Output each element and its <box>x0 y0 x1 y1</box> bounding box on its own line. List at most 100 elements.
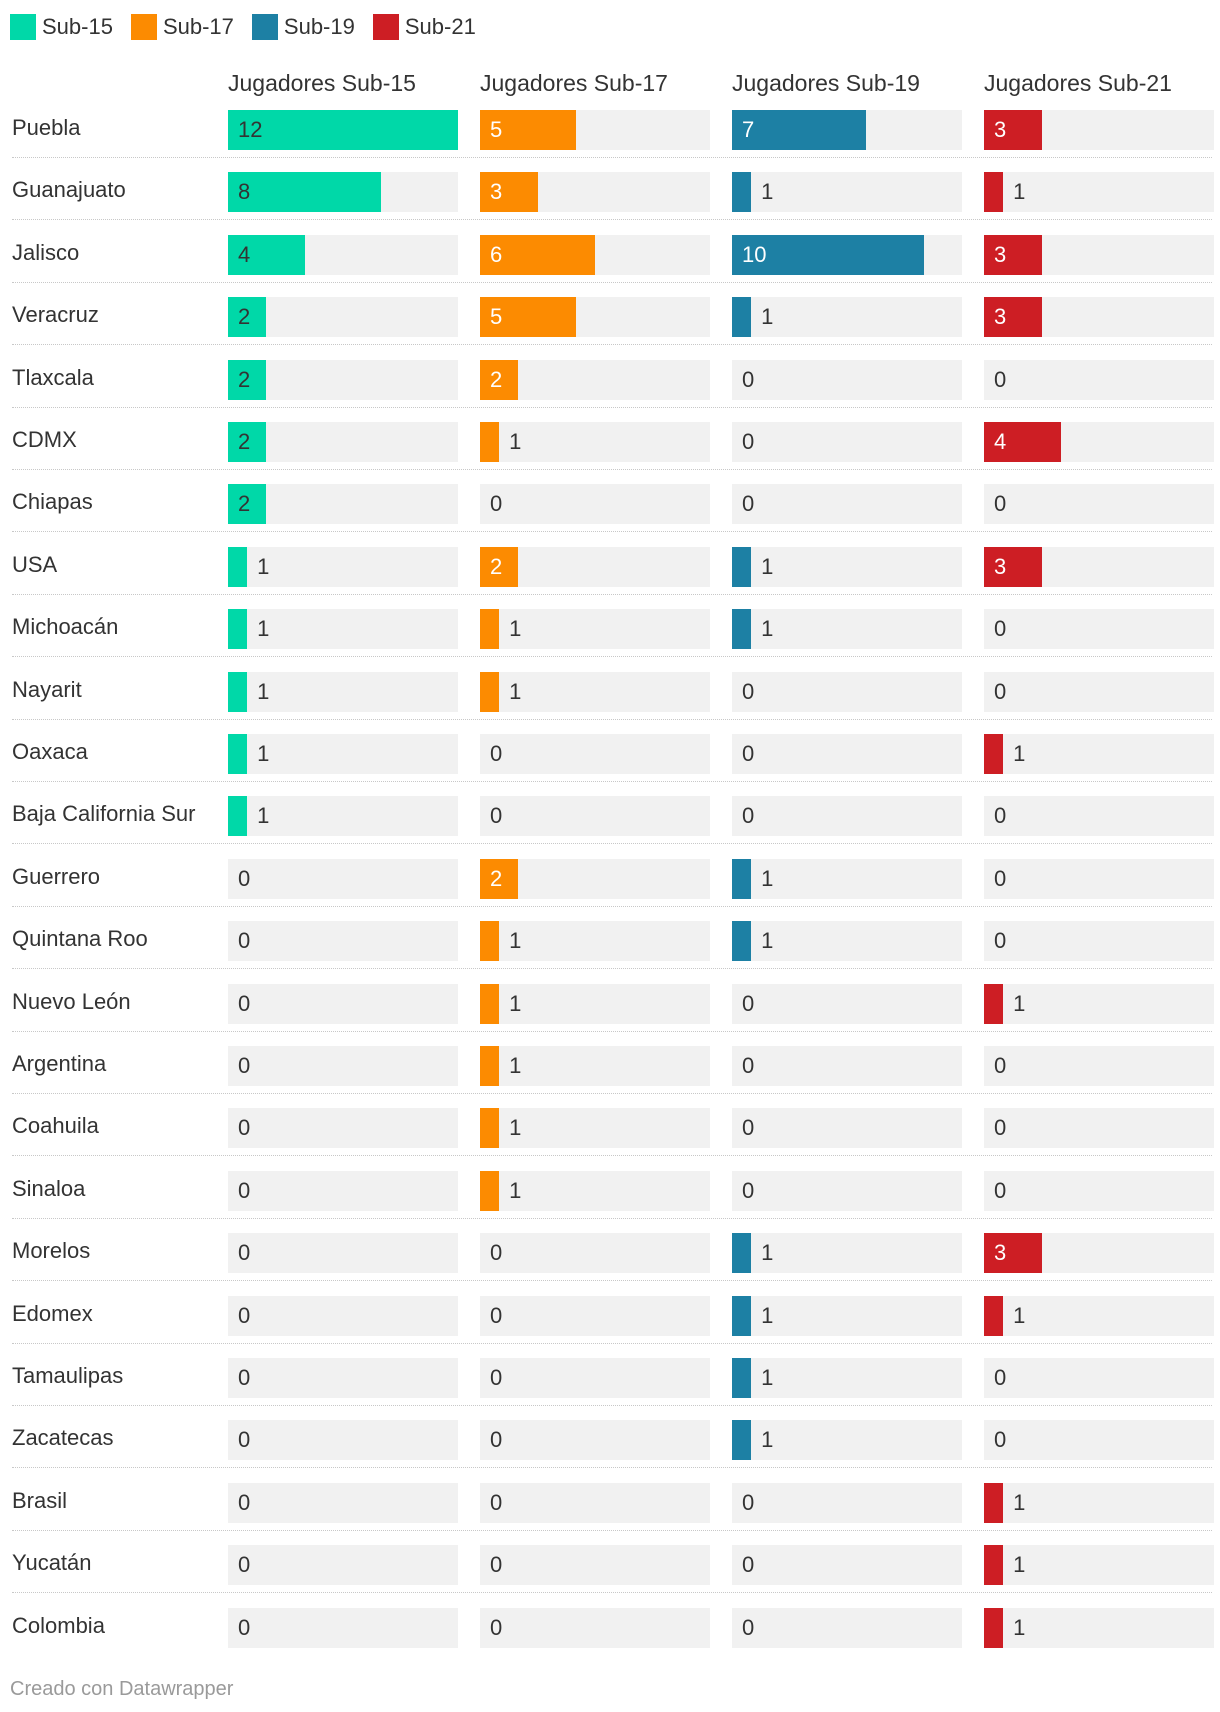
bar-track: 0 <box>228 1608 458 1648</box>
bar-value-label: 1 <box>257 554 270 579</box>
bar-track: 0 <box>228 1046 458 1086</box>
table-row: Brasil 0 0 0 1 <box>12 1481 1214 1543</box>
row-divider <box>12 157 1212 158</box>
bar-track: 0 <box>984 1420 1214 1460</box>
bar <box>732 921 752 961</box>
bar-value-label: 10 <box>742 242 767 267</box>
bar-track: 5 <box>480 297 710 337</box>
row-divider <box>12 1592 1212 1593</box>
bar-track: 1 <box>732 609 962 649</box>
bar-track: 0 <box>732 1171 962 1211</box>
bar <box>228 422 267 462</box>
bar-track: 3 <box>480 172 710 212</box>
bar-value-label: 0 <box>994 1115 1007 1140</box>
table-row: Morelos 0 0 1 3 <box>12 1231 1214 1293</box>
row-label: Jalisco <box>12 240 80 265</box>
bar-value-label: 0 <box>994 1365 1007 1390</box>
table-row: Guerrero 0 2 1 0 <box>12 857 1214 919</box>
bar-value-label: 1 <box>761 1303 774 1328</box>
legend-swatch-sub15 <box>10 14 36 40</box>
bar-track: 1 <box>480 984 710 1024</box>
bar-value-label: 0 <box>238 1552 251 1577</box>
bar <box>984 1545 1004 1585</box>
bar-value-label: 0 <box>994 1178 1007 1203</box>
bar-track: 1 <box>984 172 1214 212</box>
legend-swatch-sub21 <box>372 14 399 40</box>
bar-track: 0 <box>480 1233 710 1273</box>
bar-track: 0 <box>732 796 962 836</box>
row-divider <box>12 344 1212 345</box>
bar <box>228 547 248 587</box>
bar-value-label: 0 <box>490 1303 503 1328</box>
bar-track: 1 <box>984 984 1214 1024</box>
bar-track: 1 <box>732 1358 962 1398</box>
row-label: Michoacán <box>12 614 119 639</box>
bar-value-label: 0 <box>994 679 1007 704</box>
legend-item-sub21: Sub-21 <box>372 14 476 40</box>
bar-value-label: 3 <box>490 179 503 204</box>
bar-track: 0 <box>732 672 962 712</box>
bar-value-label: 3 <box>994 117 1007 142</box>
bar-track: 1 <box>732 1233 962 1273</box>
bar-track: 4 <box>228 235 458 275</box>
bar-value-label: 0 <box>490 1552 503 1577</box>
bar-track: 0 <box>228 984 458 1024</box>
legend-swatch-sub17 <box>130 14 157 40</box>
bar-track: 0 <box>984 796 1214 836</box>
bar <box>732 297 752 337</box>
bar-value-label: 2 <box>238 304 251 329</box>
bar <box>732 172 752 212</box>
row-label: Nuevo León <box>12 989 131 1014</box>
bar-value-label: 0 <box>994 866 1007 891</box>
bar <box>480 1108 500 1148</box>
bar-value-label: 1 <box>509 991 522 1016</box>
row-divider <box>12 1218 1212 1219</box>
column-header-sub19: Jugadores Sub-19 <box>732 70 920 96</box>
bar-value-label: 1 <box>761 928 774 953</box>
bar <box>732 1296 752 1336</box>
bar-value-label: 5 <box>490 304 503 329</box>
bar-value-label: 1 <box>509 1053 522 1078</box>
table-row: Michoacán 1 1 1 0 <box>12 607 1214 669</box>
bar <box>480 110 576 150</box>
bar-track: 1 <box>480 1171 710 1211</box>
bar-track: 1 <box>984 1608 1214 1648</box>
bar-value-label: 1 <box>1013 1615 1026 1640</box>
row-divider <box>12 843 1212 844</box>
legend-label-sub19: Sub-19 <box>283 14 355 39</box>
bar-track: 0 <box>732 1545 962 1585</box>
bar-track: 0 <box>228 1296 458 1336</box>
bar-value-label: 8 <box>238 179 251 204</box>
bar-track: 1 <box>228 547 458 587</box>
row-label: Colombia <box>12 1613 105 1638</box>
bar-track: 0 <box>732 984 962 1024</box>
bar-track: 2 <box>480 859 710 899</box>
bar-value-label: 1 <box>509 616 522 641</box>
bar <box>984 1233 1042 1273</box>
bar-value-label: 2 <box>238 429 251 454</box>
bar-value-label: 0 <box>238 1490 251 1515</box>
bar-track: 0 <box>480 1483 710 1523</box>
row-label: Argentina <box>12 1051 107 1076</box>
bar-value-label: 1 <box>1013 741 1026 766</box>
row-divider <box>12 594 1212 595</box>
bar-track: 0 <box>732 1108 962 1148</box>
bar <box>480 984 500 1024</box>
bar <box>480 672 500 712</box>
row-label: Chiapas <box>12 489 93 514</box>
bar-track: 0 <box>984 1171 1214 1211</box>
bar <box>732 609 752 649</box>
table-row: Puebla 12 5 7 3 <box>12 108 1214 170</box>
bar-track: 0 <box>984 859 1214 899</box>
bar-track: 1 <box>732 921 962 961</box>
bar-value-label: 1 <box>761 554 774 579</box>
bar-track: 3 <box>984 235 1214 275</box>
bar-track: 0 <box>480 1608 710 1648</box>
bar-value-label: 1 <box>509 429 522 454</box>
bar-value-label: 1 <box>257 679 270 704</box>
legend-item-sub15: Sub-15 <box>10 14 113 40</box>
bar-value-label: 0 <box>490 803 503 828</box>
bar <box>984 1296 1004 1336</box>
bar-value-label: 1 <box>509 1178 522 1203</box>
row-label: CDMX <box>12 427 77 452</box>
